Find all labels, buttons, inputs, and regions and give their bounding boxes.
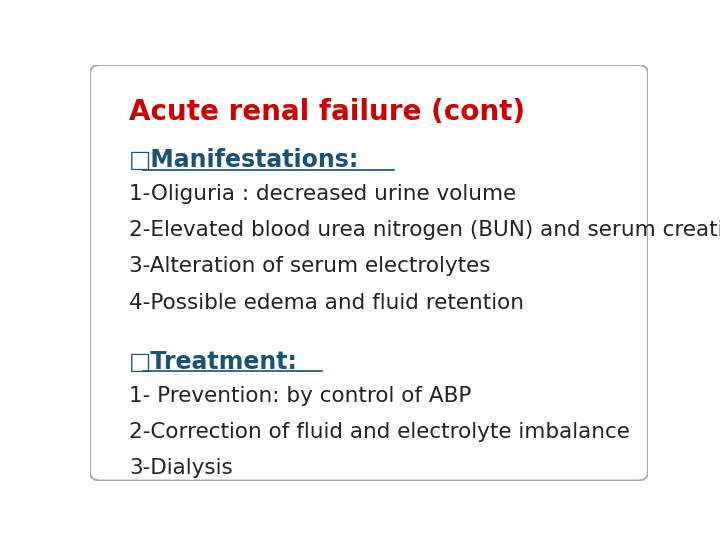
Text: 1-Oliguria : decreased urine volume: 1-Oliguria : decreased urine volume — [129, 184, 516, 204]
Text: 1- Prevention: by control of ABP: 1- Prevention: by control of ABP — [129, 386, 472, 406]
Text: □Manifestations:: □Manifestations: — [129, 148, 359, 172]
FancyBboxPatch shape — [90, 65, 648, 481]
Text: □Treatment:: □Treatment: — [129, 349, 298, 374]
Text: 2-Correction of fluid and electrolyte imbalance: 2-Correction of fluid and electrolyte im… — [129, 422, 630, 442]
Text: Acute renal failure (cont): Acute renal failure (cont) — [129, 98, 525, 126]
Text: 2-Elevated blood urea nitrogen (BUN) and serum creatinine: 2-Elevated blood urea nitrogen (BUN) and… — [129, 220, 720, 240]
Text: 3-Alteration of serum electrolytes: 3-Alteration of serum electrolytes — [129, 256, 490, 276]
Text: 4-Possible edema and fluid retention: 4-Possible edema and fluid retention — [129, 293, 524, 313]
Text: 3-Dialysis: 3-Dialysis — [129, 458, 233, 478]
